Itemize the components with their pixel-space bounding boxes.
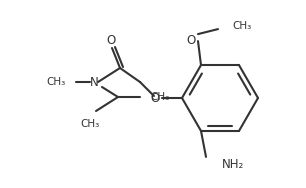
Text: CH₃: CH₃: [47, 77, 66, 87]
Text: CH₃: CH₃: [150, 92, 169, 102]
Text: O: O: [150, 92, 160, 105]
Text: O: O: [106, 33, 116, 46]
Text: CH₃: CH₃: [80, 119, 100, 129]
Text: CH₃: CH₃: [232, 21, 251, 31]
Text: N: N: [90, 77, 98, 89]
Text: O: O: [186, 34, 196, 47]
Text: NH₂: NH₂: [222, 158, 244, 171]
